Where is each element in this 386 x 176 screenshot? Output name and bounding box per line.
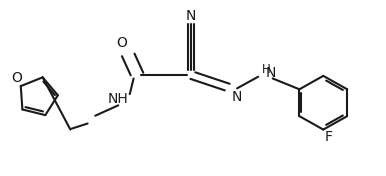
Text: O: O	[12, 71, 22, 85]
Text: N: N	[266, 67, 276, 80]
Text: NH: NH	[108, 92, 129, 106]
Text: F: F	[325, 130, 333, 144]
Text: O: O	[117, 36, 127, 50]
Text: H: H	[261, 63, 270, 76]
Text: N: N	[186, 9, 196, 23]
Text: N: N	[232, 90, 242, 104]
